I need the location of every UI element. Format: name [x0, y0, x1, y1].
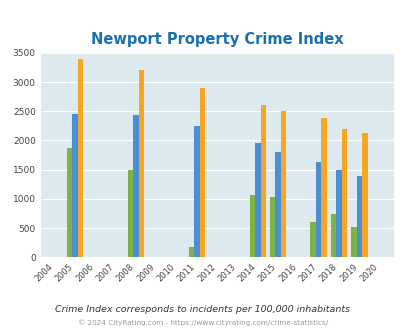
Bar [254, 144, 260, 257]
Bar [67, 148, 72, 257]
Bar [321, 118, 326, 257]
Bar [330, 214, 335, 257]
Bar [335, 170, 341, 257]
Bar [194, 126, 199, 257]
Bar [249, 195, 254, 257]
Bar [128, 170, 133, 257]
Bar [350, 227, 356, 257]
Bar [72, 114, 78, 257]
Bar [199, 88, 205, 257]
Bar [188, 248, 194, 257]
Text: © 2024 CityRating.com - https://www.cityrating.com/crime-statistics/: © 2024 CityRating.com - https://www.city… [78, 319, 327, 326]
Bar [275, 152, 280, 257]
Bar [280, 111, 286, 257]
Bar [341, 129, 346, 257]
Bar [310, 222, 315, 257]
Text: Crime Index corresponds to incidents per 100,000 inhabitants: Crime Index corresponds to incidents per… [55, 305, 350, 314]
Bar [139, 70, 144, 257]
Bar [133, 115, 139, 257]
Bar [315, 161, 321, 257]
Bar [269, 197, 275, 257]
Bar [260, 105, 265, 257]
Bar [361, 133, 367, 257]
Bar [356, 176, 361, 257]
Title: Newport Property Crime Index: Newport Property Crime Index [91, 32, 343, 48]
Bar [78, 59, 83, 257]
